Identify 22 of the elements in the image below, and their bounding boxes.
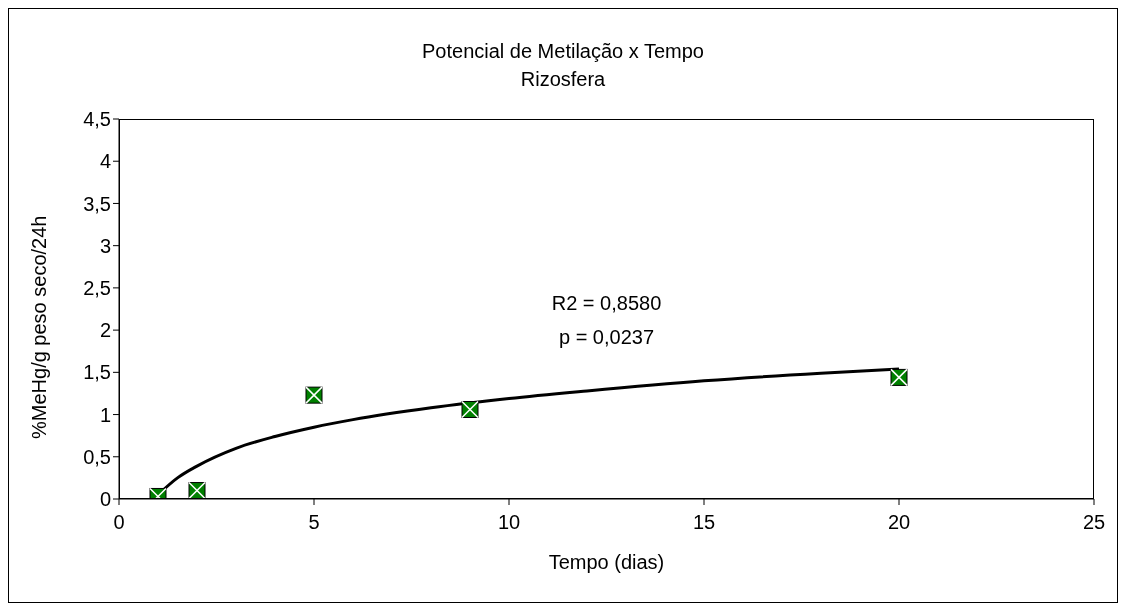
x-axis-title: Tempo (dias)	[548, 551, 665, 573]
x-tick-label: 0	[113, 511, 125, 534]
y-tick-label: 1	[99, 403, 111, 426]
x-tick-label: 25	[1082, 511, 1106, 534]
y-tick-label: 1,5	[83, 361, 111, 384]
y-tick-label: 0,5	[83, 445, 111, 468]
chart-subtitle: Rizosfera	[519, 67, 607, 92]
y-tick-label: 4	[99, 150, 111, 173]
x-tick-label: 5	[308, 511, 320, 534]
annotation: R2 = 0,8580	[551, 291, 662, 317]
x-tick-label: 20	[887, 511, 911, 534]
y-tick-label: 3	[99, 234, 111, 257]
y-tick-label: 0	[99, 488, 111, 511]
y-tick-label: 2	[99, 319, 111, 342]
x-tick-label: 10	[497, 511, 521, 534]
y-axis-title: %MeHg/g peso seco/24h	[28, 215, 51, 439]
x-tick-label: 15	[692, 511, 716, 534]
annotation: p = 0,0237	[557, 325, 656, 351]
y-tick-label: 4,5	[83, 108, 111, 131]
chart-title: Potencial de Metilação x Tempo	[421, 39, 705, 64]
y-tick-label: 2,5	[83, 276, 111, 299]
y-tick-label: 3,5	[83, 192, 111, 215]
